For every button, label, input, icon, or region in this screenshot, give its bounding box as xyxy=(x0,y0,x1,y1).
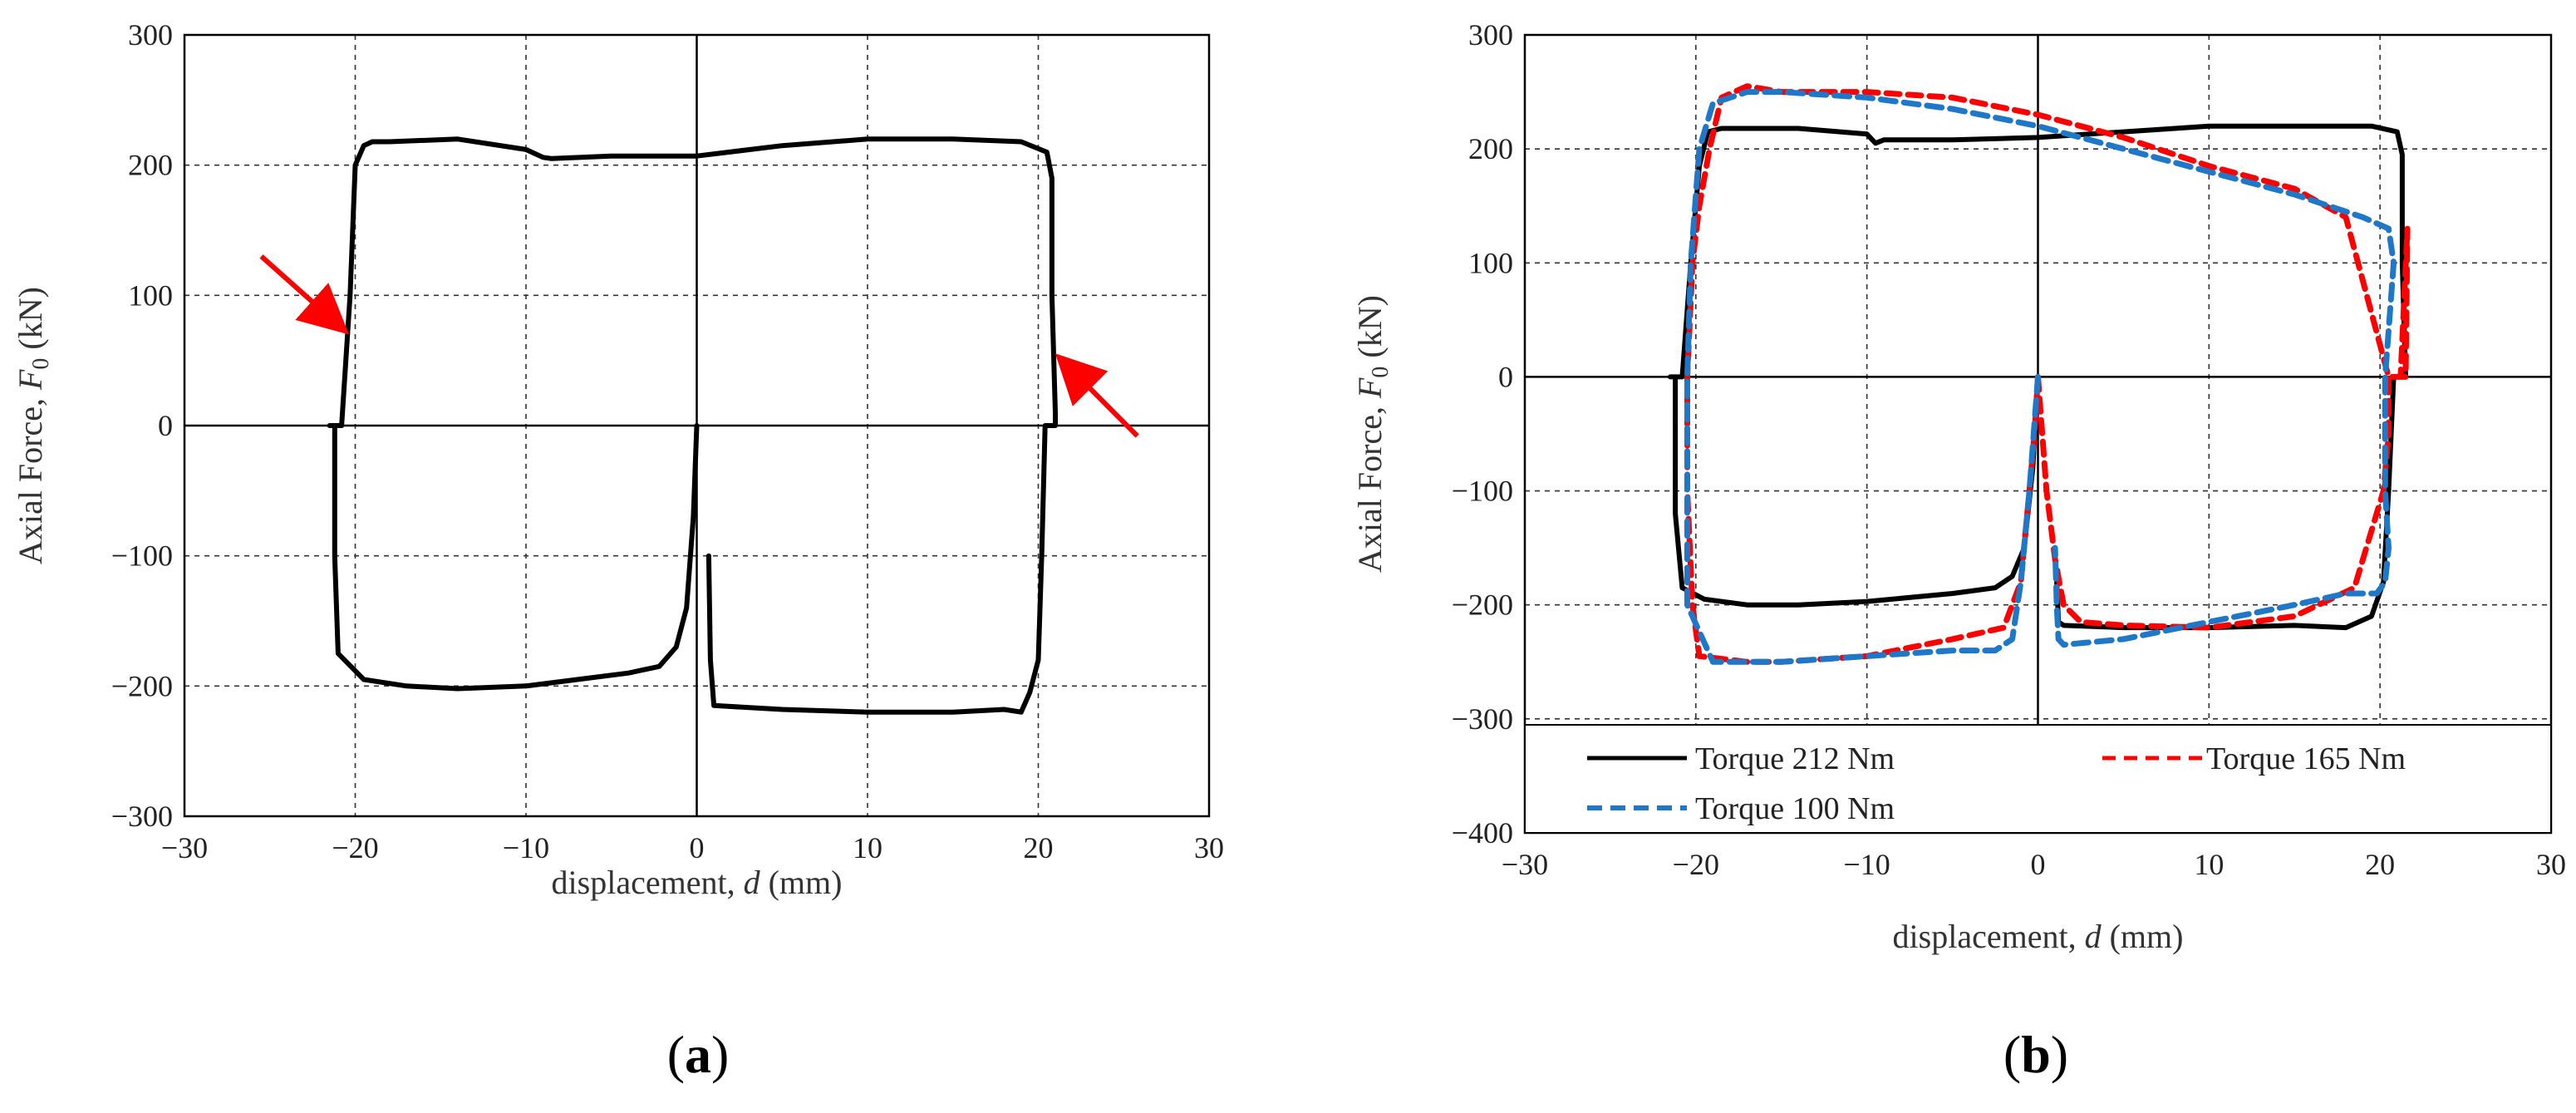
y-tick-label: 100 xyxy=(128,278,173,312)
legend-label-torque-100: Torque 100 Nm xyxy=(1695,791,1895,826)
panel-a-x-ticks: −30 −20 −10 0 10 20 30 xyxy=(161,831,1224,864)
panel-a-plot-frame xyxy=(183,33,1211,818)
y-tick-label: −300 xyxy=(111,800,173,833)
y-tick-label: 300 xyxy=(1468,18,1513,52)
y-tick-label: −300 xyxy=(1452,702,1513,736)
panel-b-legend: Torque 212 Nm Torque 165 Nm Torque 100 N… xyxy=(1524,724,2552,834)
annotation-arrow xyxy=(259,254,350,335)
panel-b-y-ticks: −400 −300 −200 −100 0 100 200 300 xyxy=(1452,18,1513,850)
panel-b-zero-lines xyxy=(1525,35,2551,833)
panel-a-x-axis-label: displacement, d (mm) xyxy=(552,864,843,901)
panel-a: −30 −20 −10 0 10 20 30 −300−200−1000100200300 … xyxy=(12,18,1224,1084)
x-tick-label: 20 xyxy=(2365,848,2395,881)
panel-b-label: (b) xyxy=(2003,1025,2068,1084)
panel-b-x-ticks: −30 −20 −10 0 10 20 30 xyxy=(1502,848,2566,881)
y-tick-label: 0 xyxy=(1498,360,1513,393)
panel-a-y-ticks: −300 −200 −100 0 100 200 300 xyxy=(111,18,173,833)
panel-a-series xyxy=(327,136,1058,715)
y-tick-label: 100 xyxy=(1468,246,1513,279)
panel-a-y-axis-label: Axial Force, F0 (kN) xyxy=(12,287,54,564)
panel-b-x-axis-label: displacement, d (mm) xyxy=(1893,918,2184,955)
panel-b: −30 −20 −10 0 10 20 30 −400−300−200−1000100200… xyxy=(1351,18,2566,1084)
x-tick-label: −20 xyxy=(332,831,378,864)
panel-b-series xyxy=(1668,83,2411,665)
panel-b-y-axis-label: Axial Force, F0 (kN) xyxy=(1351,295,1394,573)
x-tick-label: 30 xyxy=(2536,848,2566,881)
x-tick-label: 10 xyxy=(2194,848,2224,881)
y-tick-label: 0 xyxy=(158,409,173,442)
y-tick-label: −400 xyxy=(1452,816,1513,850)
legend-box xyxy=(1524,724,2552,834)
legend-label-torque-212: Torque 212 Nm xyxy=(1695,741,1895,776)
y-tick-label: −200 xyxy=(111,669,173,702)
panel-a-label: (a) xyxy=(667,1025,730,1084)
x-tick-label: −10 xyxy=(1844,848,1890,881)
x-tick-label: 0 xyxy=(690,831,705,864)
y-tick-label: 200 xyxy=(1468,132,1513,165)
legend-label-torque-165: Torque 165 Nm xyxy=(2206,741,2406,776)
x-tick-label: −20 xyxy=(1673,848,1719,881)
y-tick-label: −100 xyxy=(1452,475,1513,508)
x-tick-label: 10 xyxy=(853,831,882,864)
x-tick-label: −30 xyxy=(161,831,208,864)
x-tick-label: 20 xyxy=(1024,831,1054,864)
y-tick-label: 200 xyxy=(128,149,173,182)
series-line-torque-212-nm xyxy=(1668,123,2408,631)
series-line-torque-100-nm xyxy=(1684,89,2397,665)
series-line-torque-212-nm xyxy=(327,136,1058,715)
x-tick-label: 30 xyxy=(1194,831,1224,864)
y-tick-label: −200 xyxy=(1452,589,1513,622)
x-tick-label: 0 xyxy=(2031,848,2046,881)
y-tick-label: −100 xyxy=(111,539,173,573)
x-tick-label: −10 xyxy=(503,831,549,864)
panel-a-annotations xyxy=(259,254,1139,438)
x-tick-label: −30 xyxy=(1502,848,1548,881)
annotation-arrow xyxy=(1054,353,1139,438)
series-line-torque-165-nm xyxy=(1684,83,2411,665)
y-tick-label: 300 xyxy=(128,18,173,52)
